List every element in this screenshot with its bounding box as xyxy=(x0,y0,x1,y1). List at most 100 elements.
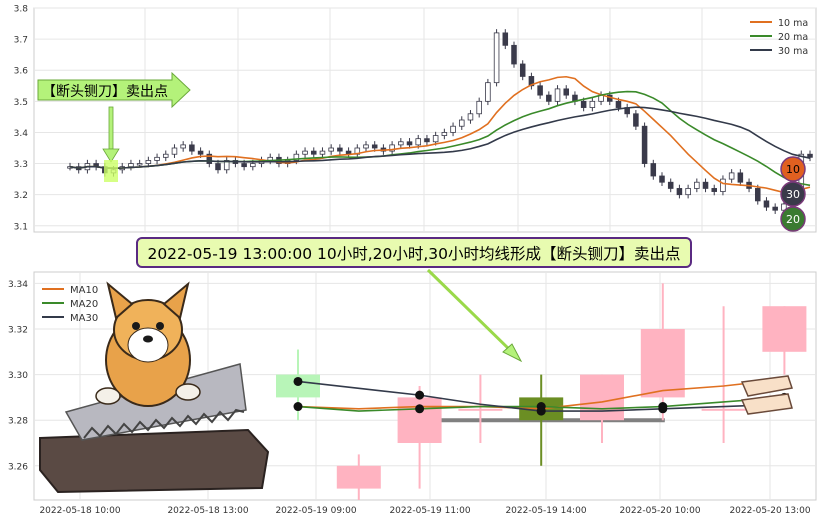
top-candle-body xyxy=(432,135,439,143)
top-candle-body xyxy=(633,113,639,127)
top-candle-body xyxy=(424,138,430,143)
top-candle-body xyxy=(528,76,535,87)
bottom-ma30-point xyxy=(536,406,546,416)
top-candle-body xyxy=(554,88,561,102)
top-ma10-line xyxy=(69,75,811,194)
bottom-moving-averages xyxy=(293,376,789,416)
top-candle-body xyxy=(737,172,744,183)
top-price-chart: 3.1 3.2 3.3 3.4 3.5 3.6 3.7 3.8 10 ma 20 ma 30 … xyxy=(14,5,817,233)
signal-callout-text: 2022-05-19 13:00:00 10小时,20小时,30小时均线形成【断… xyxy=(147,244,681,263)
top-legend: 10 ma 20 ma 30 ma xyxy=(750,18,808,57)
ma-badges: 10 30 20 xyxy=(780,156,806,232)
top-candle-body xyxy=(476,100,482,115)
callout-arrow xyxy=(426,268,523,363)
top-candle-body xyxy=(667,181,674,189)
top-moving-averages xyxy=(69,75,811,194)
top-candle-body xyxy=(485,82,491,102)
candle-body-6 xyxy=(640,329,685,398)
top-candle-body xyxy=(511,44,517,65)
signal-callout: 2022-05-19 13:00:00 10小时,20小时,30小时均线形成【断… xyxy=(136,237,692,268)
top-candle-body xyxy=(546,94,552,102)
top-y-tick-3: 3.4 xyxy=(14,129,29,139)
top-candle-body xyxy=(180,144,186,149)
legend-ma10-label: MA10 xyxy=(70,285,98,296)
bottom-ma30-point xyxy=(415,390,425,400)
top-candle-body xyxy=(162,153,169,158)
top-grid xyxy=(34,7,816,232)
top-candle-body xyxy=(493,32,500,84)
ma30-badge-label: 30 xyxy=(786,188,800,201)
bottom-y-tick-1: 3.28 xyxy=(8,417,28,427)
bottom-ma30-point xyxy=(293,376,303,386)
top-candle-body xyxy=(337,147,343,152)
top-candle-body xyxy=(458,119,465,127)
top-candle-body xyxy=(728,172,735,180)
bottom-y-tick-3: 3.32 xyxy=(8,326,28,336)
top-candle-body xyxy=(206,153,213,164)
top-y-tick-labels: 3.1 3.2 3.3 3.4 3.5 3.6 3.7 3.8 xyxy=(14,5,29,233)
top-candle-body xyxy=(302,150,308,155)
bottom-y-tick-2: 3.30 xyxy=(8,371,28,381)
top-candle-body xyxy=(128,163,134,168)
legend-20ma-label: 20 ma xyxy=(778,32,808,43)
bottom-x-tick-5: 2022-05-20 10:00 xyxy=(619,506,700,516)
top-ma30-line xyxy=(69,106,811,170)
top-candle-body xyxy=(197,150,204,155)
bottom-zoom-chart: 3.263.283.303.323.34 2022-05-18 10:00 202… xyxy=(8,268,817,516)
top-candle-body xyxy=(702,181,709,189)
bottom-y-tick-0: 3.26 xyxy=(8,462,28,472)
bottom-ma20-point xyxy=(293,402,303,412)
top-candle-body xyxy=(720,178,726,192)
top-candle-body xyxy=(807,153,813,158)
top-candle-body xyxy=(389,144,395,152)
top-y-tick-4: 3.5 xyxy=(14,98,28,108)
top-candle-body xyxy=(467,113,474,121)
top-candle-body xyxy=(145,160,152,164)
bottom-x-tick-0: 2022-05-18 10:00 xyxy=(39,506,120,516)
top-candle-body xyxy=(371,144,378,149)
top-candle-body xyxy=(537,85,543,96)
candle-body-2 xyxy=(397,397,442,443)
top-candle-body xyxy=(450,125,456,133)
top-candle-body xyxy=(711,188,718,192)
top-candle-body xyxy=(563,88,570,96)
sell-signal-pointer xyxy=(102,106,120,182)
bottom-ma30-point xyxy=(658,404,668,414)
bottom-x-tick-4: 2022-05-19 14:00 xyxy=(505,506,586,516)
bottom-x-tick-labels: 2022-05-18 10:00 2022-05-18 13:00 2022-05-… xyxy=(39,506,810,516)
ma20-badge xyxy=(780,206,806,232)
sell-signal-label: 【断头铡刀】卖出点 xyxy=(42,84,168,100)
candle-body-3 xyxy=(458,408,503,411)
ma20-badge-label: 20 xyxy=(786,213,800,226)
ma10-badge-label: 10 xyxy=(786,163,800,176)
top-candle-body xyxy=(415,138,422,146)
bottom-x-tick-2: 2022-05-19 09:00 xyxy=(275,506,356,516)
top-candle-body xyxy=(328,147,334,152)
top-candle-body xyxy=(754,188,761,202)
crossing-fists xyxy=(740,375,793,415)
legend-ma30-label: MA30 xyxy=(70,313,98,324)
bottom-legend: MA10 MA20 MA30 xyxy=(42,285,98,324)
bottom-ma20-point xyxy=(415,404,425,414)
top-candle-body xyxy=(580,100,587,108)
bottom-x-tick-1: 2022-05-18 13:00 xyxy=(167,506,248,516)
legend-10ma-label: 10 ma xyxy=(778,18,808,29)
top-candle-body xyxy=(676,188,683,196)
top-candle-body xyxy=(319,150,326,155)
bottom-candles xyxy=(276,283,807,500)
ma30-badge xyxy=(780,181,806,207)
top-y-tick-6: 3.7 xyxy=(14,36,28,46)
top-candle-body xyxy=(589,100,596,108)
top-candle-body xyxy=(650,163,657,177)
corgi-mascot xyxy=(39,281,270,494)
top-candle-body xyxy=(659,175,665,183)
top-y-tick-5: 3.6 xyxy=(14,67,29,77)
bottom-y-tick-4: 3.34 xyxy=(8,280,28,290)
bottom-y-tick-labels: 3.26 3.28 3.30 3.32 3.34 xyxy=(8,280,28,472)
top-candle-body xyxy=(363,144,369,149)
top-candle-body xyxy=(241,163,247,168)
top-candle-body xyxy=(310,150,317,155)
candle-body-0 xyxy=(276,374,320,398)
top-candle-body xyxy=(772,206,778,211)
